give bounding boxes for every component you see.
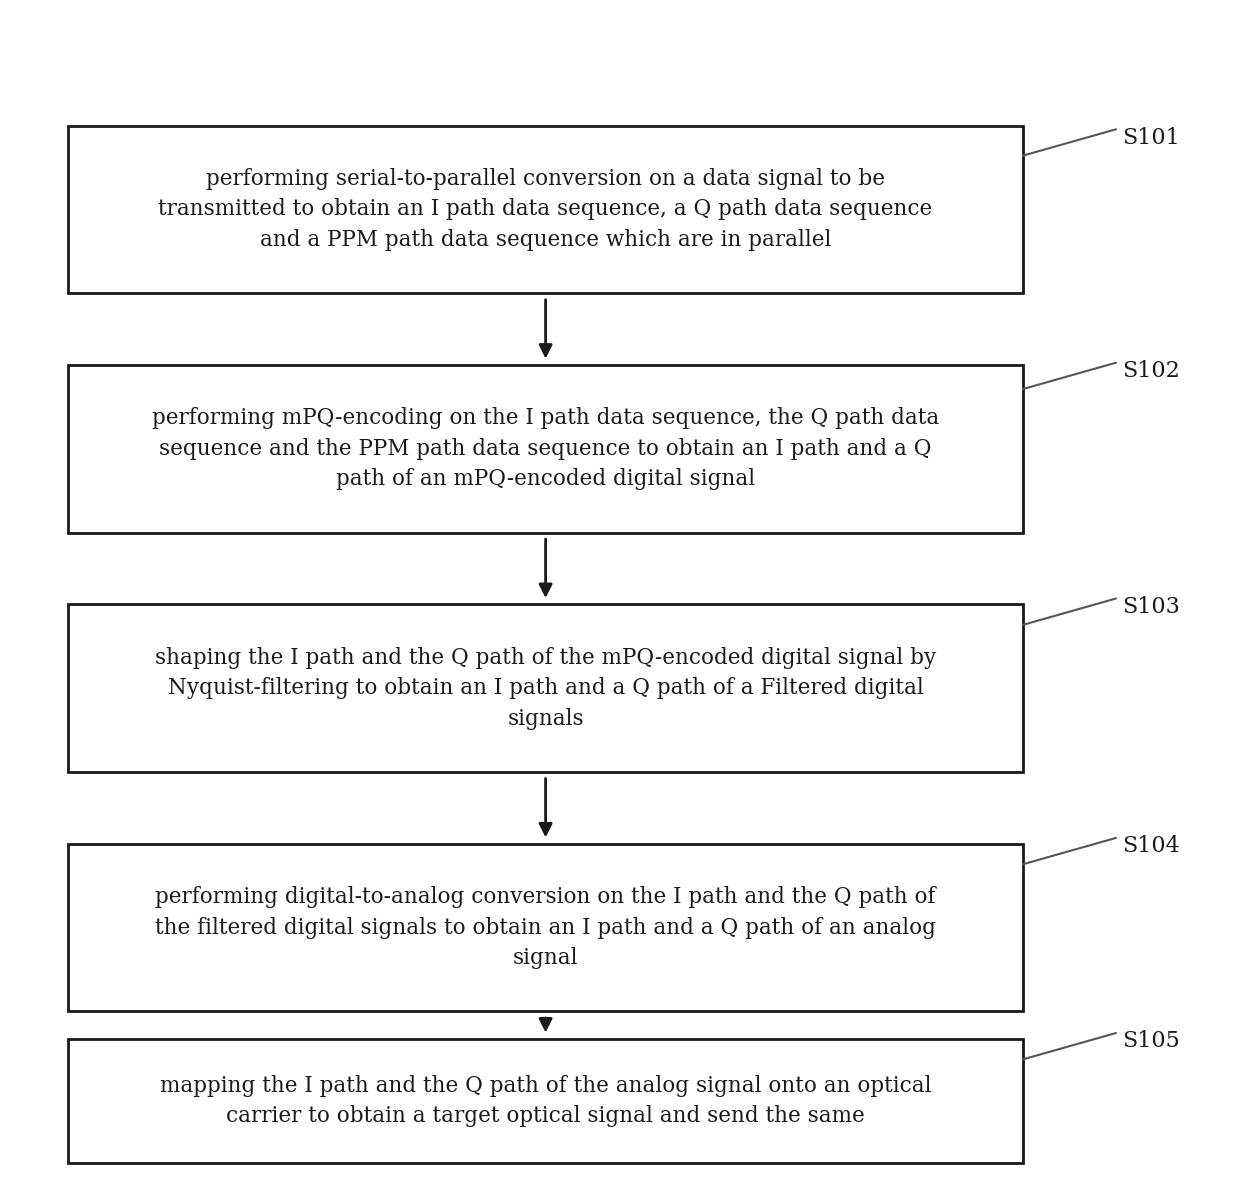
Text: S101: S101 (1122, 127, 1180, 148)
Text: performing mPQ-encoding on the I path data sequence, the Q path data
sequence an: performing mPQ-encoding on the I path da… (153, 407, 939, 491)
Bar (68, 604, 1023, 772)
Text: performing serial-to-parallel conversion on a data signal to be
transmitted to o: performing serial-to-parallel conversion… (159, 168, 932, 251)
Text: performing digital-to-analog conversion on the I path and the Q path of
the filt: performing digital-to-analog conversion … (155, 886, 936, 970)
Text: S103: S103 (1122, 596, 1180, 618)
Bar (68, 126, 1023, 293)
Bar (68, 365, 1023, 533)
Bar (68, 844, 1023, 1011)
Text: S102: S102 (1122, 360, 1180, 382)
Text: S104: S104 (1122, 836, 1180, 857)
Text: shaping the I path and the Q path of the mPQ-encoded digital signal by
Nyquist-f: shaping the I path and the Q path of the… (155, 646, 936, 730)
Bar (68, 1039, 1023, 1163)
Text: S105: S105 (1122, 1031, 1180, 1052)
Text: mapping the I path and the Q path of the analog signal onto an optical
carrier t: mapping the I path and the Q path of the… (160, 1075, 931, 1128)
